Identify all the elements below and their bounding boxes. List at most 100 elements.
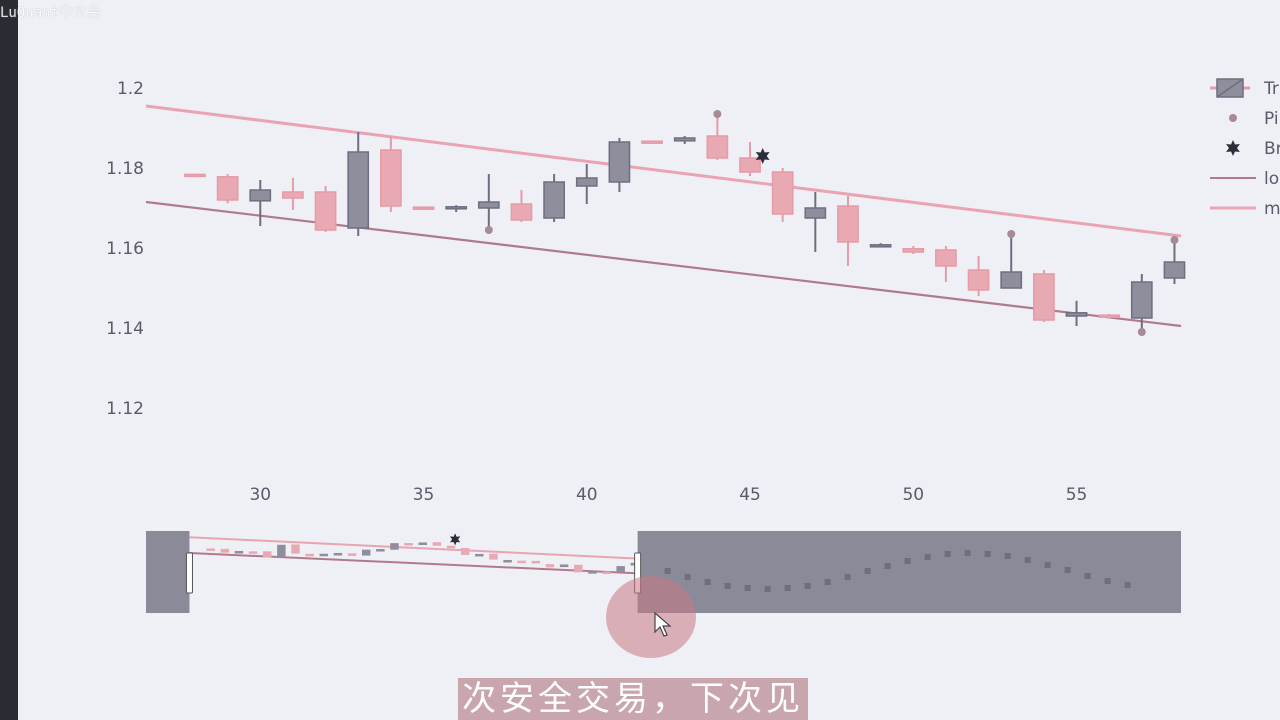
y-tick-label: 1.16 (106, 239, 144, 259)
range-candle (531, 560, 541, 564)
candle-body (575, 177, 598, 187)
candle[interactable] (249, 180, 272, 226)
candle-body (902, 248, 925, 253)
candle-body (869, 244, 892, 248)
x-tick-label: 45 (739, 485, 761, 505)
candle[interactable] (184, 173, 206, 178)
candle[interactable] (445, 205, 468, 212)
window-edge (0, 0, 18, 720)
candle-body (1032, 273, 1055, 321)
y-tick-label: 1.14 (106, 319, 144, 339)
legend-item[interactable]: m (1210, 199, 1280, 219)
candle-body (706, 135, 729, 159)
candle[interactable] (380, 136, 402, 212)
pivot-point (484, 226, 493, 234)
candle[interactable] (1130, 274, 1153, 332)
candles[interactable] (184, 114, 1186, 332)
candle[interactable] (641, 140, 663, 144)
candle-body (314, 191, 337, 231)
candle-body (739, 157, 761, 173)
candle[interactable] (967, 256, 990, 296)
candle[interactable] (608, 138, 631, 192)
candle-body (477, 201, 500, 209)
candle[interactable] (935, 246, 957, 282)
range-candle (460, 548, 470, 555)
range-candle-shaded (964, 550, 971, 556)
range-candle (630, 562, 640, 566)
candle[interactable] (412, 206, 435, 210)
x-tick-label: 40 (576, 485, 598, 505)
candle-body (249, 189, 272, 202)
candle-body (1098, 314, 1121, 318)
candle[interactable] (1032, 270, 1055, 322)
x-tick-label: 30 (249, 485, 271, 505)
range-candle (305, 553, 314, 557)
candle[interactable] (282, 178, 304, 210)
candle-body (771, 171, 794, 215)
candle[interactable] (804, 192, 827, 252)
range-candle (418, 542, 427, 545)
candle[interactable] (673, 136, 696, 144)
range-candle (517, 560, 526, 564)
range-candle-shaded (704, 579, 711, 585)
range-candle-shaded (1064, 567, 1071, 573)
range-candle-shaded (1024, 557, 1031, 563)
range-candle-shaded (784, 585, 791, 591)
candle[interactable] (837, 196, 859, 266)
range-candle-shaded (724, 583, 731, 589)
candle[interactable] (1000, 234, 1023, 289)
range-candle (489, 553, 498, 560)
candle-body (510, 203, 533, 221)
candle[interactable] (510, 190, 533, 222)
candle[interactable] (314, 186, 337, 232)
legend-label: Br (1264, 139, 1280, 159)
upper-trendline (145, 104, 1182, 238)
trendlines (145, 104, 1182, 328)
range-candle-shaded (904, 558, 911, 564)
candle-body (1130, 281, 1153, 319)
range-candle (545, 564, 555, 568)
x-tick-label: 55 (1066, 485, 1088, 505)
candle-body (282, 191, 304, 199)
candle[interactable] (706, 114, 729, 160)
range-candle-shaded (824, 579, 831, 585)
range-candle (390, 543, 399, 550)
mouse-pointer-icon (654, 612, 672, 637)
range-candle-shaded (844, 574, 851, 580)
range-candle (432, 542, 442, 546)
candle-body (380, 149, 402, 207)
range-handle-left[interactable] (185, 552, 193, 594)
legend-label: Tr (1263, 79, 1279, 99)
candle[interactable] (1163, 240, 1186, 284)
range-candle-shaded (1044, 562, 1051, 568)
range-candle-shaded (1084, 573, 1091, 579)
candle[interactable] (902, 246, 925, 254)
candle[interactable] (869, 243, 892, 248)
legend-item[interactable]: Br (1226, 139, 1280, 159)
candle[interactable] (575, 164, 598, 204)
range-upper-trendline (189, 536, 638, 560)
dot-icon (1229, 114, 1237, 122)
candle[interactable] (347, 132, 370, 236)
legend-item[interactable]: Tr (1210, 78, 1279, 99)
range-candle-shaded (984, 551, 991, 557)
legend-item[interactable]: Pi (1229, 109, 1279, 129)
range-candle-shaded (684, 574, 691, 580)
range-candle (361, 549, 371, 556)
candle[interactable] (543, 174, 565, 222)
range-candle (574, 564, 583, 573)
video-subtitle: 次安全交易，下次见 (458, 678, 808, 720)
candle-body (216, 176, 239, 201)
candle[interactable] (739, 142, 761, 176)
pivot-point (1137, 328, 1146, 336)
candle[interactable] (216, 174, 239, 204)
candle[interactable] (1098, 314, 1121, 318)
legend-item[interactable]: lo (1210, 169, 1279, 189)
range-mask-left (146, 531, 190, 613)
candle[interactable] (771, 168, 794, 222)
candle[interactable] (1065, 300, 1088, 326)
candle[interactable] (477, 174, 500, 230)
range-candle (291, 544, 300, 554)
range-candle (475, 553, 484, 557)
legend[interactable]: Tr Pi Br lo m (1210, 78, 1280, 219)
